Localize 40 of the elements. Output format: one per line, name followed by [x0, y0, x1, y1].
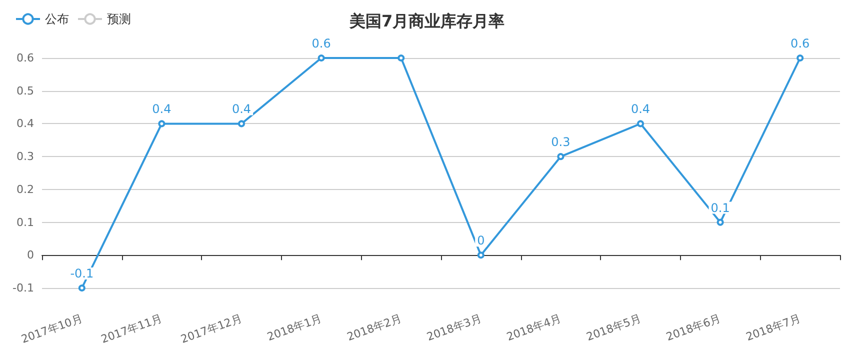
- legend-label: 预测: [107, 12, 131, 26]
- x-tick-label: 2017年11月: [99, 312, 164, 346]
- point: [557, 153, 564, 160]
- point: [158, 120, 166, 128]
- x-tick-label: 2018年6月: [664, 312, 723, 344]
- x-tick-label: 2017年12月: [179, 312, 244, 346]
- data-label: 0.6: [312, 36, 331, 50]
- data-label: 0.4: [152, 102, 172, 116]
- y-tick-label: 0.2: [16, 182, 34, 196]
- data-label: 0.4: [232, 102, 252, 116]
- data-label: -0.1: [70, 266, 94, 280]
- data-label: 0.1: [710, 200, 730, 215]
- data-label: 0.3: [551, 135, 570, 150]
- x-tick-label: 2018年5月: [584, 312, 643, 344]
- x-tick-label: 2018年4月: [504, 312, 563, 344]
- x-tick-label: 2018年7月: [744, 312, 802, 344]
- legend-label: 公布: [45, 12, 69, 26]
- y-tick-label: 0.1: [16, 216, 34, 229]
- point: [238, 120, 245, 128]
- data-label: 0.6: [790, 36, 810, 50]
- x-tick-label: 2017年10月: [20, 312, 84, 346]
- x-tick-label: 2018年1月: [266, 312, 324, 344]
- point: [318, 54, 325, 62]
- data-label: 0: [477, 234, 485, 248]
- y-tick-label: 0.5: [16, 84, 34, 98]
- x-tick-label: 2018年3月: [425, 312, 484, 344]
- point: [477, 252, 484, 259]
- point: [716, 218, 724, 226]
- y-tick-label: 0: [27, 248, 34, 262]
- y-tick-label: -0.1: [12, 282, 34, 294]
- x-tick-label: 2018年2月: [345, 312, 404, 344]
- data-label: 0.4: [630, 102, 650, 116]
- point: [796, 54, 804, 62]
- y-tick-label: 0.3: [16, 150, 34, 164]
- y-tick-label: 0.6: [16, 52, 34, 64]
- point: [637, 120, 644, 128]
- point: [78, 284, 86, 292]
- y-tick-label: 0.4: [16, 117, 34, 130]
- point: [398, 54, 405, 62]
- chart-title: 美国7月商业库存月率: [348, 12, 505, 30]
